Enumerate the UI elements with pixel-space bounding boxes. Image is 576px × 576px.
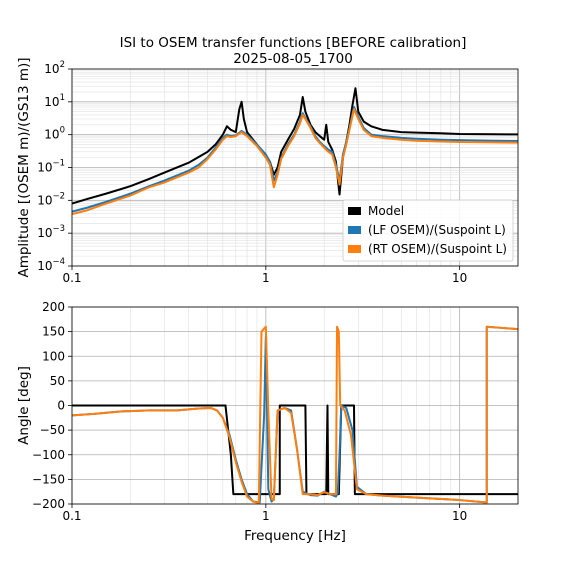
y-tick-label: 0: [57, 399, 65, 413]
y-tick-label: −150: [32, 472, 65, 486]
y-tick-label: 200: [42, 300, 65, 314]
y-tick-label: −200: [32, 497, 65, 511]
x-tick-label: 0.1: [62, 509, 81, 523]
x-tick-label: 1: [262, 271, 270, 285]
y-axis-label: Amplitude [(OSEM m)/(GS13 m)]: [16, 57, 32, 277]
legend-swatch: [348, 207, 361, 215]
y-tick-label: −100: [32, 448, 65, 462]
y-tick-label: 10−1: [37, 159, 65, 175]
y-tick-label: 102: [44, 60, 65, 76]
series-group: [72, 87, 518, 216]
x-axis-label: Frequency [Hz]: [244, 528, 346, 544]
x-tick-label: 0.1: [62, 271, 81, 285]
y-tick-label: −50: [40, 423, 65, 437]
series-line-rt-osem-suspoint-l: [72, 108, 518, 216]
legend-swatch: [348, 245, 361, 253]
y-tick-label: 100: [44, 126, 65, 142]
y-tick-label: 10−3: [37, 224, 65, 240]
y-tick-label: 101: [44, 93, 65, 109]
legend: Model (LF OSEM)/(Suspoint L) (RT OSEM)/(Su…: [342, 199, 514, 262]
phase-panel: 0.1 1 10 200 150 100 50 0 −50 −100 −150 −200 Angle […: [16, 300, 519, 544]
legend-box: [342, 199, 514, 262]
y-tick-label: 10−4: [37, 257, 65, 273]
x-tick-label: 10: [452, 509, 467, 523]
series-group: [72, 325, 518, 504]
y-axis-label: Angle [deg]: [16, 366, 32, 445]
series-line-model: [72, 87, 518, 205]
y-tick-label: 150: [42, 325, 65, 339]
y-tick-label: 50: [50, 374, 65, 388]
series-line-lf-osem-suspoint-l: [72, 105, 518, 213]
legend-label: (RT OSEM)/(Suspoint L): [368, 242, 507, 256]
series-line-model: [72, 404, 518, 496]
series-line-lf-osem-suspoint-l: [72, 325, 518, 504]
legend-swatch: [348, 226, 361, 234]
legend-label: Model: [368, 204, 404, 218]
legend-label: (LF OSEM)/(Suspoint L): [368, 223, 506, 237]
x-tick-label: 10: [452, 271, 467, 285]
x-tick-label: 1: [262, 509, 270, 523]
figure-title: ISI to OSEM transfer functions [BEFORE c…: [120, 35, 467, 51]
series-line-rt-osem-suspoint-l: [72, 325, 518, 504]
figure-subtitle: 2025-08-05_1700: [233, 51, 353, 67]
y-tick-label: 10−2: [37, 191, 65, 207]
amplitude-panel: 0.1 1 10 10−4 10−3 10−2 10−1 100 101 102 Amplitude…: [16, 57, 519, 285]
y-tick-label: 100: [42, 349, 65, 363]
